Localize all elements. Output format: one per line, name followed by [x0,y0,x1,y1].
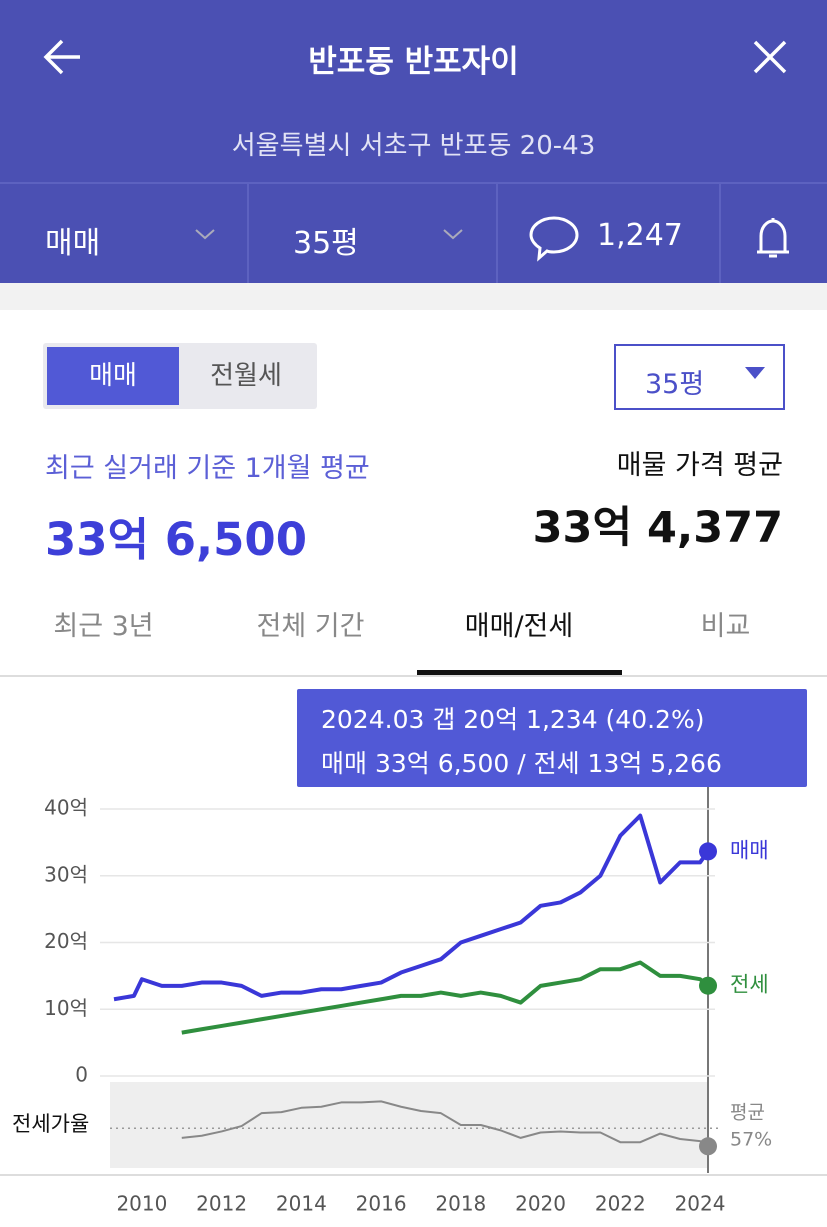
period-tab[interactable]: 최근 3년 [53,611,154,642]
y-tick-label: 30억 [44,862,88,886]
average-label: 57% [730,1129,772,1151]
comment-icon[interactable] [529,216,579,262]
x-tick-label: 2020 [515,1192,566,1216]
end-point [699,842,718,861]
series-line [181,960,710,1035]
listing-price: 33억 4,377 [532,503,783,553]
y-tick-label: 10억 [44,996,88,1020]
period-tab[interactable]: 전체 기간 [256,611,365,642]
recent-label: 최근 실거래 기준 1개월 평균 [45,453,370,484]
legend-label: 매매 [730,838,769,862]
x-tick-label: 2018 [435,1192,486,1216]
close-button[interactable] [753,40,787,74]
size-select[interactable] [614,344,785,410]
spacer [0,283,827,310]
tooltip-line: 매매 33억 6,500 / 전세 13억 5,266 [321,749,722,778]
y-tick-label: 0 [75,1063,88,1087]
back-button[interactable] [43,39,80,75]
toggle-option[interactable]: 매매 [47,347,179,405]
deal-filter[interactable]: 매매 [45,226,101,261]
x-tick-label: 2014 [276,1192,327,1216]
size-filter[interactable]: 35평 [293,226,359,261]
x-tick-label: 2016 [356,1192,407,1216]
ratio-line [181,1100,709,1148]
chart: 전세가율 평균 0 10억 20억 30억 40억 2010 2012 2014 2016 201… [0,787,827,1216]
size-select-text[interactable]: 35평 [645,369,705,400]
header-icons [0,39,827,283]
chevron[interactable] [195,229,215,240]
address: 서울특별시 서초구 반포동 20-43 [231,131,596,161]
tooltip-line: 2024.03 갭 20억 1,234 (40.2%) [321,705,705,734]
tab-border [0,675,827,677]
comment-count[interactable]: 1,247 [597,218,683,253]
period-tab[interactable]: 비교 [700,611,751,642]
x-tick-label: 2010 [116,1192,167,1216]
page-title: 반포동 반포자이 [308,44,519,80]
recent-price: 33억 6,500 [45,513,308,566]
series-line [113,813,710,1002]
bell-icon[interactable] [757,218,789,258]
x-tick-label: 2024 [675,1192,726,1216]
tooltip [297,689,807,787]
chevron[interactable] [443,229,463,240]
end-point [699,976,718,995]
toggle-option[interactable]: 전월세 [210,361,282,391]
header [0,0,827,283]
period-tab[interactable]: 매매/전세 [464,611,574,642]
x-tick-label: 2022 [595,1192,646,1216]
legend-label: 전세 [730,973,769,997]
y-tick-label: 40억 [44,796,88,820]
select-arrow [745,367,765,379]
end-point [699,1137,718,1156]
x-tick-label: 2012 [196,1192,247,1216]
ratio-label: 전세가율 [12,1112,89,1136]
average-title: 평균 [730,1102,765,1124]
y-tick-label: 20억 [44,929,88,953]
ratio-panel [110,1082,708,1168]
tab-underline [417,670,622,675]
listing-label: 매물 가격 평균 [616,450,783,481]
